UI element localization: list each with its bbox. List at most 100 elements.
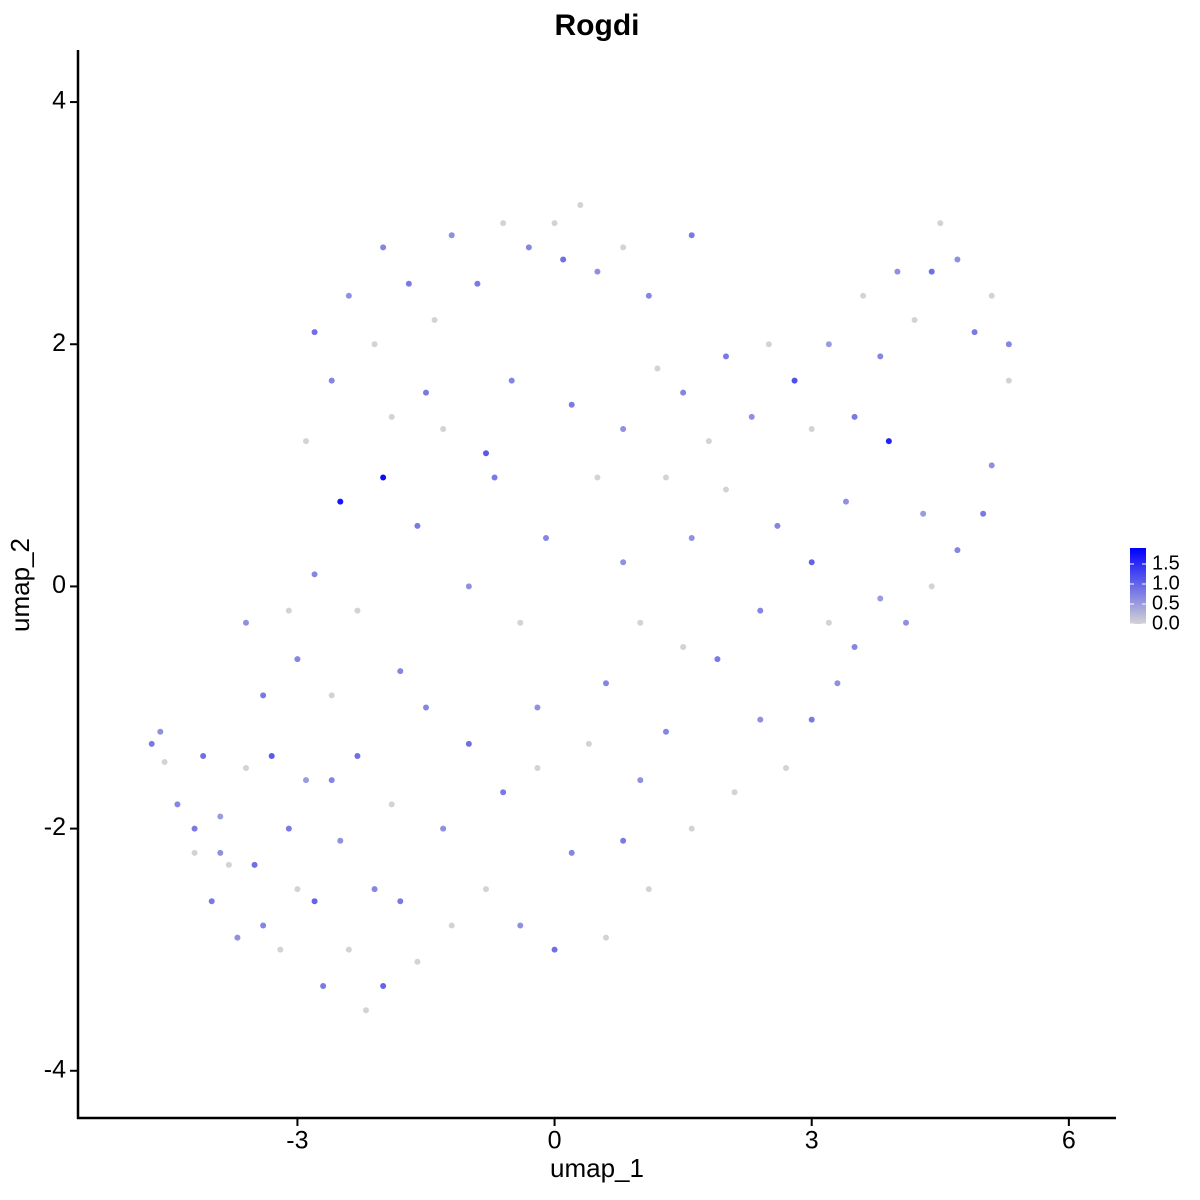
y-tick-label: 0 bbox=[52, 571, 66, 599]
point bbox=[500, 220, 507, 227]
point bbox=[423, 389, 429, 396]
point bbox=[637, 619, 644, 626]
point bbox=[380, 474, 387, 481]
point bbox=[748, 413, 755, 420]
point bbox=[191, 849, 198, 856]
point bbox=[311, 898, 318, 905]
colorbar-label: 0.0 bbox=[1152, 612, 1180, 634]
point bbox=[508, 377, 515, 384]
point bbox=[980, 510, 987, 517]
point bbox=[388, 801, 395, 808]
y-tick-label: -2 bbox=[44, 813, 66, 841]
point bbox=[688, 534, 695, 541]
point bbox=[688, 825, 695, 832]
point bbox=[397, 668, 404, 675]
point bbox=[808, 426, 815, 433]
point bbox=[620, 559, 627, 566]
point bbox=[825, 341, 832, 348]
point bbox=[337, 837, 344, 844]
point bbox=[680, 643, 687, 650]
point bbox=[911, 317, 918, 324]
point bbox=[380, 983, 387, 990]
point bbox=[645, 292, 652, 299]
colorbar-label: 1.0 bbox=[1152, 572, 1180, 594]
point bbox=[723, 486, 729, 493]
colorbar-label: 0.5 bbox=[1152, 592, 1180, 614]
point bbox=[877, 353, 884, 360]
point bbox=[551, 946, 558, 953]
point bbox=[577, 201, 584, 208]
point bbox=[303, 438, 309, 445]
point bbox=[371, 341, 378, 348]
point bbox=[397, 898, 404, 905]
point bbox=[157, 728, 164, 735]
point bbox=[260, 692, 267, 699]
point bbox=[834, 680, 841, 687]
point bbox=[603, 680, 609, 687]
point bbox=[423, 704, 429, 711]
y-axis-title: umap_2 bbox=[5, 538, 35, 632]
point bbox=[354, 752, 361, 759]
point bbox=[405, 280, 412, 287]
point bbox=[320, 983, 327, 990]
y-tick-label: 2 bbox=[52, 329, 66, 357]
point bbox=[920, 510, 927, 517]
point bbox=[440, 426, 447, 433]
point bbox=[568, 849, 575, 856]
point bbox=[1005, 341, 1012, 348]
point bbox=[620, 244, 627, 251]
point bbox=[294, 656, 301, 663]
point bbox=[491, 474, 498, 481]
point bbox=[431, 317, 438, 324]
point bbox=[174, 801, 181, 808]
point bbox=[191, 825, 198, 832]
point bbox=[860, 292, 867, 299]
point bbox=[483, 886, 489, 893]
point bbox=[757, 716, 764, 723]
x-tick-label: -3 bbox=[286, 1127, 308, 1155]
point bbox=[808, 716, 815, 723]
point bbox=[337, 498, 344, 505]
point bbox=[688, 232, 695, 239]
point bbox=[885, 438, 892, 445]
chart-title: Rogdi bbox=[555, 9, 640, 42]
point bbox=[808, 559, 815, 566]
point bbox=[448, 922, 455, 929]
point bbox=[903, 619, 909, 626]
point bbox=[225, 861, 232, 868]
point bbox=[971, 329, 978, 336]
point bbox=[303, 777, 309, 784]
point bbox=[388, 413, 395, 420]
point bbox=[585, 740, 592, 747]
point bbox=[714, 656, 721, 663]
point bbox=[723, 353, 729, 360]
point bbox=[843, 498, 849, 505]
point bbox=[594, 268, 601, 275]
point bbox=[328, 777, 335, 784]
point bbox=[208, 898, 215, 905]
point bbox=[663, 474, 669, 481]
point bbox=[937, 220, 944, 227]
point bbox=[568, 401, 575, 408]
point bbox=[783, 765, 789, 772]
point bbox=[877, 595, 884, 602]
colorbar-label: 1.5 bbox=[1152, 552, 1180, 574]
point bbox=[1005, 377, 1012, 384]
point bbox=[928, 268, 935, 275]
point bbox=[294, 886, 301, 893]
point bbox=[517, 922, 524, 929]
point bbox=[988, 462, 995, 469]
point bbox=[551, 220, 558, 227]
colorbar bbox=[1130, 548, 1146, 624]
y-tick-label: -4 bbox=[44, 1055, 66, 1083]
point bbox=[483, 450, 489, 457]
point bbox=[148, 740, 155, 747]
point bbox=[560, 256, 567, 263]
point bbox=[791, 377, 798, 384]
point bbox=[543, 534, 549, 541]
point bbox=[525, 244, 532, 251]
point bbox=[363, 1007, 369, 1014]
point bbox=[414, 958, 421, 965]
point bbox=[594, 474, 601, 481]
